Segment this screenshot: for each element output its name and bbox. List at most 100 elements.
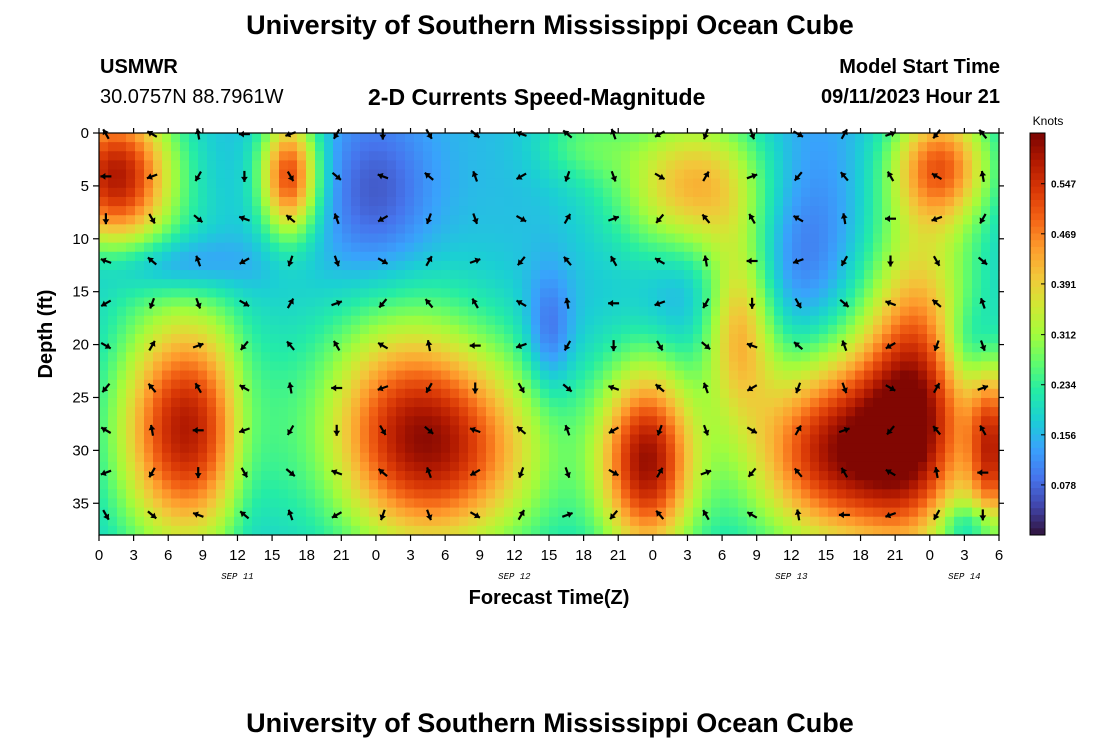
heatmap-cell <box>612 224 622 235</box>
heatmap-cell <box>99 151 109 162</box>
heatmap-cell <box>243 452 253 463</box>
heatmap-cell <box>711 151 721 162</box>
heatmap-cell <box>594 251 604 262</box>
heatmap-cell <box>450 461 460 472</box>
heatmap-cell <box>693 516 703 527</box>
heatmap-cell <box>648 242 658 253</box>
heatmap-cell <box>252 407 262 417</box>
heatmap-cell <box>666 370 676 381</box>
heatmap-cell <box>558 434 568 445</box>
heatmap-cell <box>918 388 928 399</box>
heatmap-cell <box>315 525 325 536</box>
heatmap-cell <box>828 407 838 417</box>
heatmap-cell <box>126 407 136 417</box>
heatmap-cell <box>684 215 694 225</box>
heatmap-cell <box>270 187 280 198</box>
heatmap-cell <box>504 334 514 344</box>
heatmap-cell <box>504 507 514 518</box>
heatmap-cell <box>612 242 622 253</box>
heatmap-cell <box>684 498 694 509</box>
heatmap-cell <box>630 233 640 244</box>
heatmap-cell <box>432 324 442 335</box>
heatmap-cell <box>882 133 892 143</box>
heatmap-cell <box>522 507 532 518</box>
heatmap-cell <box>342 133 352 143</box>
heatmap-cell <box>819 370 829 381</box>
heatmap-cell <box>783 407 793 417</box>
heatmap-cell <box>486 215 496 225</box>
current-arrow <box>792 214 804 223</box>
heatmap-cell <box>657 489 667 500</box>
heatmap-cell <box>693 361 703 372</box>
heatmap-cell <box>828 452 838 463</box>
heatmap-cell <box>783 260 793 271</box>
heatmap-cell <box>630 397 640 408</box>
heatmap-cell <box>261 297 271 308</box>
heatmap-cell <box>486 452 496 463</box>
heatmap-cell <box>198 270 208 280</box>
heatmap-cell <box>684 516 694 527</box>
heatmap-cell <box>711 187 721 198</box>
heatmap-cell <box>936 251 946 262</box>
heatmap-cell <box>837 306 847 317</box>
heatmap-cell <box>522 388 532 399</box>
heatmap-cell <box>765 525 775 536</box>
heatmap-cell <box>270 370 280 381</box>
heatmap-cell <box>729 206 739 216</box>
heatmap-cell <box>117 388 127 399</box>
heatmap-cell <box>639 416 649 426</box>
heatmap-cell <box>558 242 568 253</box>
heatmap-cell <box>162 187 172 198</box>
heatmap-cell <box>288 196 298 207</box>
heatmap-cell <box>918 480 928 490</box>
heatmap-cell <box>945 370 955 381</box>
heatmap-cell <box>378 434 388 445</box>
heatmap-cell <box>351 196 361 207</box>
heatmap-cell <box>702 480 712 490</box>
heatmap-cell <box>594 361 604 372</box>
heatmap-cell <box>531 224 541 235</box>
heatmap-cell <box>171 388 181 399</box>
heatmap-cell <box>666 416 676 426</box>
heatmap-cell <box>846 516 856 527</box>
heatmap-cell <box>639 251 649 262</box>
heatmap-cell <box>684 352 694 363</box>
heatmap-cell <box>981 388 991 399</box>
heatmap-cell <box>747 480 757 490</box>
heatmap-cell <box>729 434 739 445</box>
y-tick-label: 10 <box>72 231 89 248</box>
heatmap-cell <box>270 196 280 207</box>
heatmap-cell <box>324 251 334 262</box>
heatmap-cell <box>99 187 109 198</box>
heatmap-cell <box>603 142 613 152</box>
heatmap-cell <box>630 187 640 198</box>
heatmap-cell <box>261 361 271 372</box>
heatmap-cell <box>297 224 307 235</box>
heatmap-cell <box>162 178 172 189</box>
heatmap-cell <box>567 142 577 152</box>
heatmap-cell <box>864 516 874 527</box>
heatmap-cell <box>495 297 505 308</box>
heatmap-cell <box>846 224 856 235</box>
heatmap-cell <box>180 480 190 490</box>
heatmap-cell <box>360 196 370 207</box>
heatmap-cell <box>990 324 1000 335</box>
heatmap-cell <box>288 452 298 463</box>
heatmap-cell <box>198 315 208 326</box>
heatmap-cell <box>207 379 217 390</box>
heatmap-cell <box>351 498 361 509</box>
heatmap-cell <box>387 434 397 445</box>
heatmap-cell <box>801 480 811 490</box>
heatmap-cell <box>351 425 361 436</box>
heatmap-cell <box>207 525 217 536</box>
heatmap-cell <box>342 160 352 171</box>
heatmap-cell <box>864 434 874 445</box>
heatmap-cell <box>864 471 874 481</box>
heatmap-cell <box>981 178 991 189</box>
heatmap-cell <box>522 471 532 481</box>
heatmap-cell <box>747 461 757 472</box>
heatmap-cell <box>369 397 379 408</box>
heatmap-cell <box>621 425 631 436</box>
heatmap-cell <box>567 133 577 143</box>
heatmap-cell <box>972 352 982 363</box>
